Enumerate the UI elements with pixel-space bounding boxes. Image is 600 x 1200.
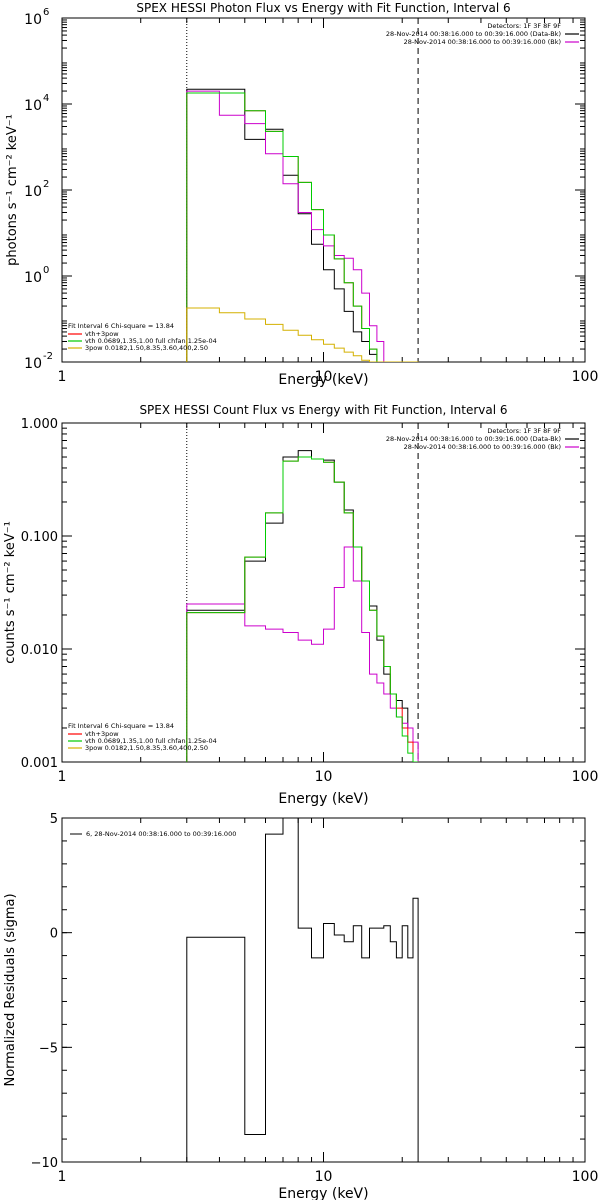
series-group	[186, 818, 419, 1162]
legend-top-entry: Detectors: 1F 3F 8F 9F	[487, 427, 561, 435]
y-tick-exponent: 2	[43, 179, 49, 190]
y-tick-label: 10 0	[24, 265, 49, 286]
legend-fit-entry: 3pow 0.0182,1.50,8.35,3.60,400,2.50	[85, 744, 208, 752]
legend-top-entry: Detectors: 1F 3F 8F 9F	[487, 22, 561, 30]
x-tick-label: 1	[58, 1169, 67, 1185]
y-tick-label: 0.001	[21, 756, 58, 771]
y-tick-base: 10	[24, 270, 42, 286]
chart-title: SPEX HESSI Photon Flux vs Energy with Fi…	[136, 1, 510, 15]
legend-bottom-left: Fit Interval 6 Chi-square = 13.84vth+3po…	[68, 722, 217, 752]
chart-panel-2: SPEX HESSI Count Flux vs Energy with Fit…	[3, 403, 598, 807]
legend-top-entry: 28-Nov-2014 00:38:16.000 to 00:39:16.000…	[386, 30, 561, 38]
legend-fit-entry: vth+3pow	[85, 730, 119, 738]
legend-fit-entry: vth 0.0689,1.35,1.00 full chfan 1.25e-04	[85, 737, 217, 745]
series-line-vth	[186, 456, 419, 762]
legend-top-left: 6, 28-Nov-2014 00:38:16.000 to 00:39:16.…	[70, 830, 236, 838]
plot-frame	[61, 422, 586, 763]
y-tick-label: 10 4	[24, 93, 49, 114]
y-tick-label: 0.010	[21, 643, 58, 658]
series-line-bk	[186, 90, 419, 362]
series-line-data-bk	[186, 450, 419, 762]
x-axis-label: Energy (keV)	[278, 791, 368, 807]
y-tick-exponent: -2	[43, 351, 53, 362]
series-line-vth-3pow	[186, 92, 419, 362]
y-tick-label: 0.100	[21, 530, 58, 545]
y-tick-exponent: 0	[43, 265, 49, 276]
x-tick-label: 100	[572, 369, 599, 385]
y-tick-label: 10 -2	[24, 351, 53, 372]
x-tick-label: 1	[58, 769, 67, 785]
legend-top-entry: 28-Nov-2014 00:38:16.000 to 00:39:16.000…	[404, 443, 561, 451]
y-tick-label: 1.000	[21, 417, 58, 432]
x-tick-label: 10	[315, 1169, 333, 1185]
x-tick-label: 10	[315, 369, 333, 385]
y-axis-label: photons s⁻¹ cm⁻² keV⁻¹	[5, 114, 20, 266]
legend-bottom-left: Fit Interval 6 Chi-square = 13.84vth+3po…	[68, 322, 217, 352]
x-axis-label: Energy (keV)	[278, 372, 368, 388]
legend-fit-header: Fit Interval 6 Chi-square = 13.84	[68, 722, 174, 730]
x-tick-label: 100	[572, 769, 599, 785]
x-tick-label: 100	[572, 1169, 599, 1185]
y-tick-exponent: 4	[43, 93, 49, 104]
legend-fit-header: Fit Interval 6 Chi-square = 13.84	[68, 322, 174, 330]
y-tick-label: −5	[39, 1041, 58, 1056]
x-axis-label: Energy (keV)	[278, 1186, 368, 1200]
legend-interval-entry: 6, 28-Nov-2014 00:38:16.000 to 00:39:16.…	[86, 830, 236, 838]
series-group	[186, 88, 419, 362]
series-line-data-bk	[186, 88, 419, 362]
y-tick-base: 10	[24, 356, 42, 372]
y-tick-label: −10	[31, 1156, 58, 1171]
series-line-vth	[186, 92, 419, 362]
y-tick-base: 10	[24, 12, 42, 28]
y-tick-label: 5	[50, 812, 58, 827]
y-tick-exponent: 6	[43, 7, 49, 18]
series-line-3pow	[186, 307, 419, 362]
y-axis-label: Normalized Residuals (sigma)	[3, 893, 18, 1086]
plot-frame	[61, 817, 586, 1163]
y-tick-label: 10 2	[24, 179, 49, 200]
legend-fit-entry: vth+3pow	[85, 330, 119, 338]
y-axis-label: counts s⁻¹ cm⁻² keV⁻¹	[3, 521, 18, 664]
series-line-6	[186, 818, 419, 1162]
y-tick-label: 10 6	[24, 7, 49, 28]
chart-title: SPEX HESSI Count Flux vs Energy with Fit…	[139, 403, 507, 417]
legend-top-entry: 28-Nov-2014 00:38:16.000 to 00:39:16.000…	[386, 435, 561, 443]
legend-fit-entry: vth 0.0689,1.35,1.00 full chfan 1.25e-04	[85, 337, 217, 345]
chart-panel-3: Energy (keV) Normalized Residuals (sigma)…	[3, 812, 598, 1200]
chart-panel-1: SPEX HESSI Photon Flux vs Energy with Fi…	[5, 1, 598, 388]
y-tick-label: 0	[50, 927, 58, 942]
x-tick-label: 10	[315, 769, 333, 785]
legend-top-entry: 28-Nov-2014 00:38:16.000 to 00:39:16.000…	[404, 38, 561, 46]
y-tick-base: 10	[24, 98, 42, 114]
legend-fit-entry: 3pow 0.0182,1.50,8.35,3.60,400,2.50	[85, 344, 208, 352]
series-group	[186, 450, 419, 762]
x-tick-label: 1	[58, 369, 67, 385]
y-tick-base: 10	[24, 184, 42, 200]
plot-frame	[61, 17, 586, 363]
